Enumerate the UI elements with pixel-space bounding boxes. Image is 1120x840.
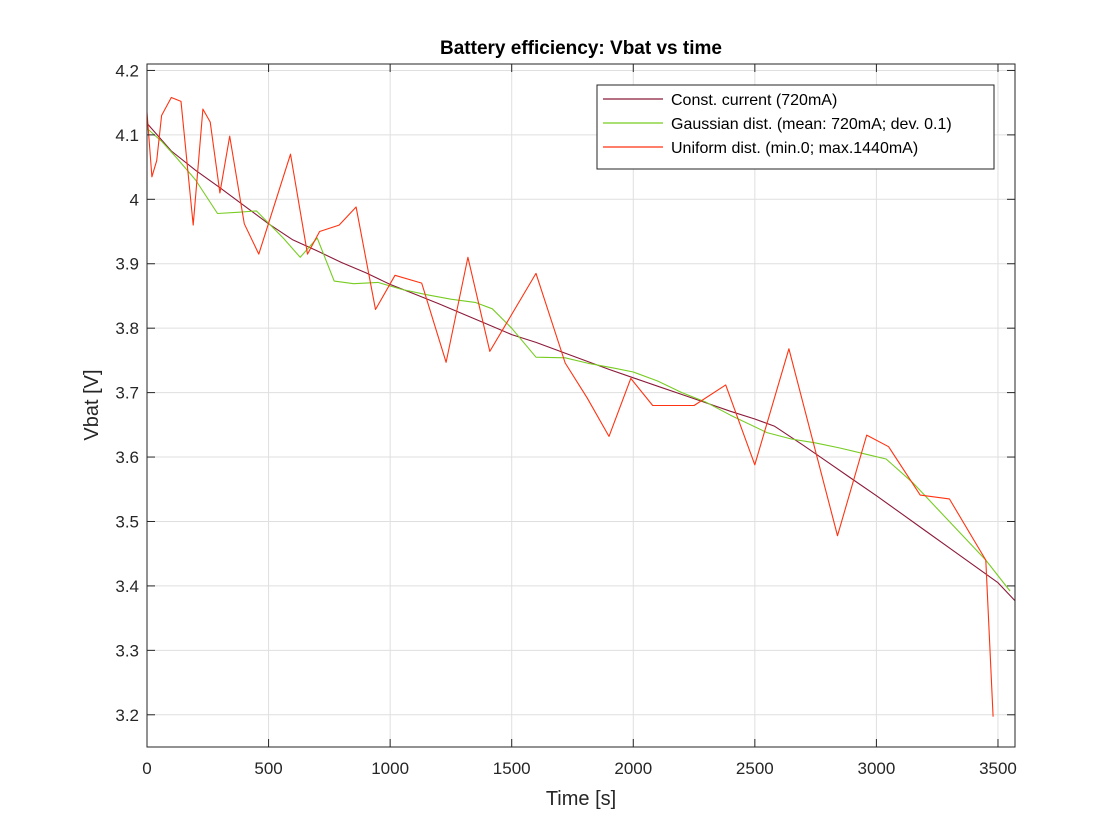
y-tick-label: 3.8 [115, 319, 139, 338]
legend-box [596, 84, 995, 170]
legend-entry-label: Uniform dist. (min.0; max.1440mA) [671, 140, 918, 157]
legend-entry-label: Const. current (720mA) [671, 92, 837, 109]
y-tick-label: 3.3 [115, 641, 139, 660]
x-tick-label: 2000 [614, 759, 652, 778]
y-tick-label: 3.2 [115, 706, 139, 725]
series-line-1 [146, 122, 1016, 602]
y-tick-label: 3.6 [115, 448, 139, 467]
x-axis-label: Time [s] [546, 788, 616, 810]
x-tick-label: 0 [142, 759, 151, 778]
x-tick-label: 3500 [979, 759, 1017, 778]
plot-background [147, 64, 1015, 747]
legend-entry-label: Gaussian dist. (mean: 720mA; dev. 0.1) [671, 116, 952, 133]
y-tick-label: 4.2 [115, 61, 139, 80]
series-layer [146, 96, 1016, 717]
y-tick-label: 3.5 [115, 512, 139, 531]
x-tick-label: 2500 [736, 759, 774, 778]
y-axis-label: Vbat [V] [81, 369, 103, 440]
y-tick-label: 3.9 [115, 255, 139, 274]
grid-layer [146, 64, 1015, 747]
y-tick-label: 4.1 [115, 126, 139, 145]
y-tick-label: 3.7 [115, 384, 139, 403]
x-tick-label: 1000 [371, 759, 409, 778]
y-tick-label: 4 [130, 190, 139, 209]
chart-title: Battery efficiency: Vbat vs time [440, 38, 722, 59]
x-tick-label: 1500 [493, 759, 531, 778]
plot-frame [146, 63, 1016, 748]
series-line-2 [146, 127, 1011, 592]
tick-layer: 0 500 1000 1500 2000 2500 3000 3500 3.2 3.3 3.4 3.5… [115, 61, 1017, 778]
x-tick-label: 3000 [857, 759, 895, 778]
legend: Const. current (720mA) Gaussian dist. (me… [596, 84, 995, 170]
x-tick-label: 500 [254, 759, 282, 778]
y-tick-label: 3.4 [115, 577, 139, 596]
series-line-3 [146, 96, 994, 717]
